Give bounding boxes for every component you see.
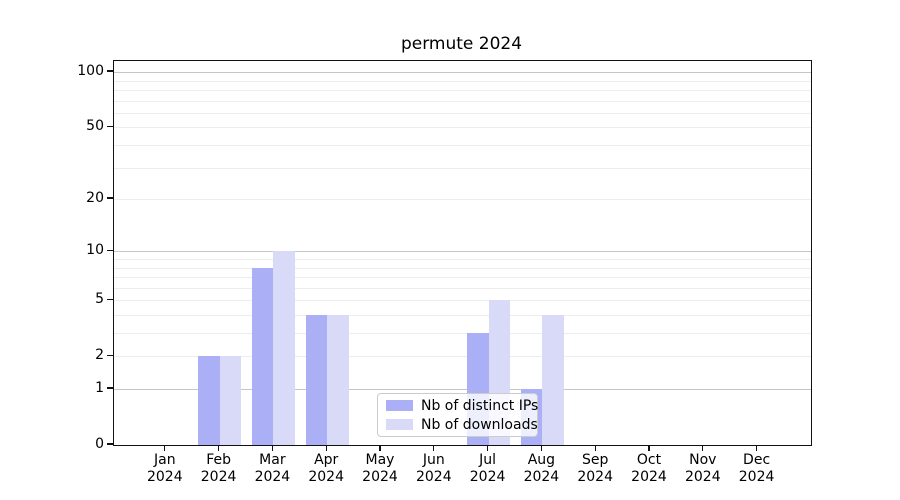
gridline-minor xyxy=(114,277,811,279)
x-tick-mark xyxy=(379,445,381,451)
y-tick-label: 0 xyxy=(95,436,104,452)
legend-item-downloads: Nb of downloads xyxy=(386,417,538,433)
x-tick-mark xyxy=(433,445,435,451)
gridline-minor xyxy=(114,127,811,129)
x-tick-mark xyxy=(486,445,489,451)
gridline-minor xyxy=(114,112,811,114)
gridline-minor xyxy=(114,167,811,169)
gridline-minor xyxy=(114,333,811,335)
legend: Nb of distinct IPs Nb of downloads xyxy=(377,393,538,437)
gridline-minor xyxy=(114,100,811,102)
y-tick-label: 2 xyxy=(95,347,104,364)
gridline-minor xyxy=(114,80,811,82)
x-tick-mark xyxy=(648,445,650,451)
gridline-minor xyxy=(114,287,811,289)
legend-label-downloads: Nb of downloads xyxy=(421,416,538,433)
chart-title: permute 2024 xyxy=(400,34,523,54)
x-tick-mark xyxy=(702,445,704,451)
gridline-major xyxy=(114,251,811,253)
y-tick-label: 100 xyxy=(77,63,104,80)
gridline-minor xyxy=(114,356,811,358)
x-tick-label: Oct 2024 xyxy=(631,452,667,485)
x-tick-mark xyxy=(540,445,543,451)
gridline-major xyxy=(114,72,811,74)
bar-distinct-ips xyxy=(252,267,274,445)
gridline-minor xyxy=(114,145,811,147)
x-tick-label: Sep 2024 xyxy=(577,452,613,485)
legend-swatch-downloads-icon xyxy=(386,419,413,430)
bar-downloads xyxy=(327,314,349,445)
x-tick-mark xyxy=(755,445,758,451)
y-tick-mark xyxy=(107,249,114,251)
bar-downloads xyxy=(219,356,241,445)
x-tick-mark xyxy=(217,445,220,451)
bar-downloads xyxy=(542,314,564,445)
y-tick-mark xyxy=(107,387,114,389)
legend-swatch-distinct-ips-icon xyxy=(386,400,413,411)
x-tick-mark xyxy=(271,445,274,451)
y-tick-label: 5 xyxy=(95,291,104,308)
y-tick-mark xyxy=(107,443,114,445)
gridline-major xyxy=(114,389,811,390)
legend-label-distinct-ips: Nb of distinct IPs xyxy=(421,397,539,414)
x-tick-label: Jan 2024 xyxy=(146,452,183,485)
x-tick-label: May 2024 xyxy=(362,452,398,485)
gridline-minor xyxy=(114,267,811,269)
bar-downloads xyxy=(273,251,295,445)
x-tick-label: Mar 2024 xyxy=(254,452,291,485)
gridline-minor xyxy=(114,314,811,316)
legend-item-distinct-ips: Nb of distinct IPs xyxy=(386,398,538,414)
x-tick-label: Aug 2024 xyxy=(523,452,560,485)
gridline-minor xyxy=(114,300,811,302)
y-tick-mark xyxy=(107,70,114,72)
y-tick-label: 20 xyxy=(86,190,104,207)
bar-distinct-ips xyxy=(305,314,328,445)
y-tick-label: 10 xyxy=(86,242,104,259)
x-tick-label: Apr 2024 xyxy=(308,452,344,485)
x-tick-label: Nov 2024 xyxy=(684,452,721,485)
y-tick-label: 50 xyxy=(86,118,104,135)
y-tick-mark xyxy=(107,354,114,356)
x-tick-label: Feb 2024 xyxy=(200,452,237,485)
y-tick-mark xyxy=(107,125,114,128)
y-tick-mark xyxy=(107,298,114,300)
gridline-minor xyxy=(114,199,811,201)
x-tick-mark xyxy=(325,445,327,451)
x-tick-label: Jul 2024 xyxy=(469,452,506,485)
plot-area xyxy=(113,60,812,446)
y-tick-label: 1 xyxy=(95,380,104,396)
gridline-minor xyxy=(114,90,811,92)
x-tick-mark xyxy=(594,445,596,451)
x-tick-label: Jun 2024 xyxy=(415,452,452,485)
x-tick-label: Dec 2024 xyxy=(738,452,775,485)
gridline-minor xyxy=(114,259,811,260)
x-tick-mark xyxy=(164,445,166,451)
bar-distinct-ips xyxy=(198,356,220,445)
y-tick-mark xyxy=(107,197,114,199)
